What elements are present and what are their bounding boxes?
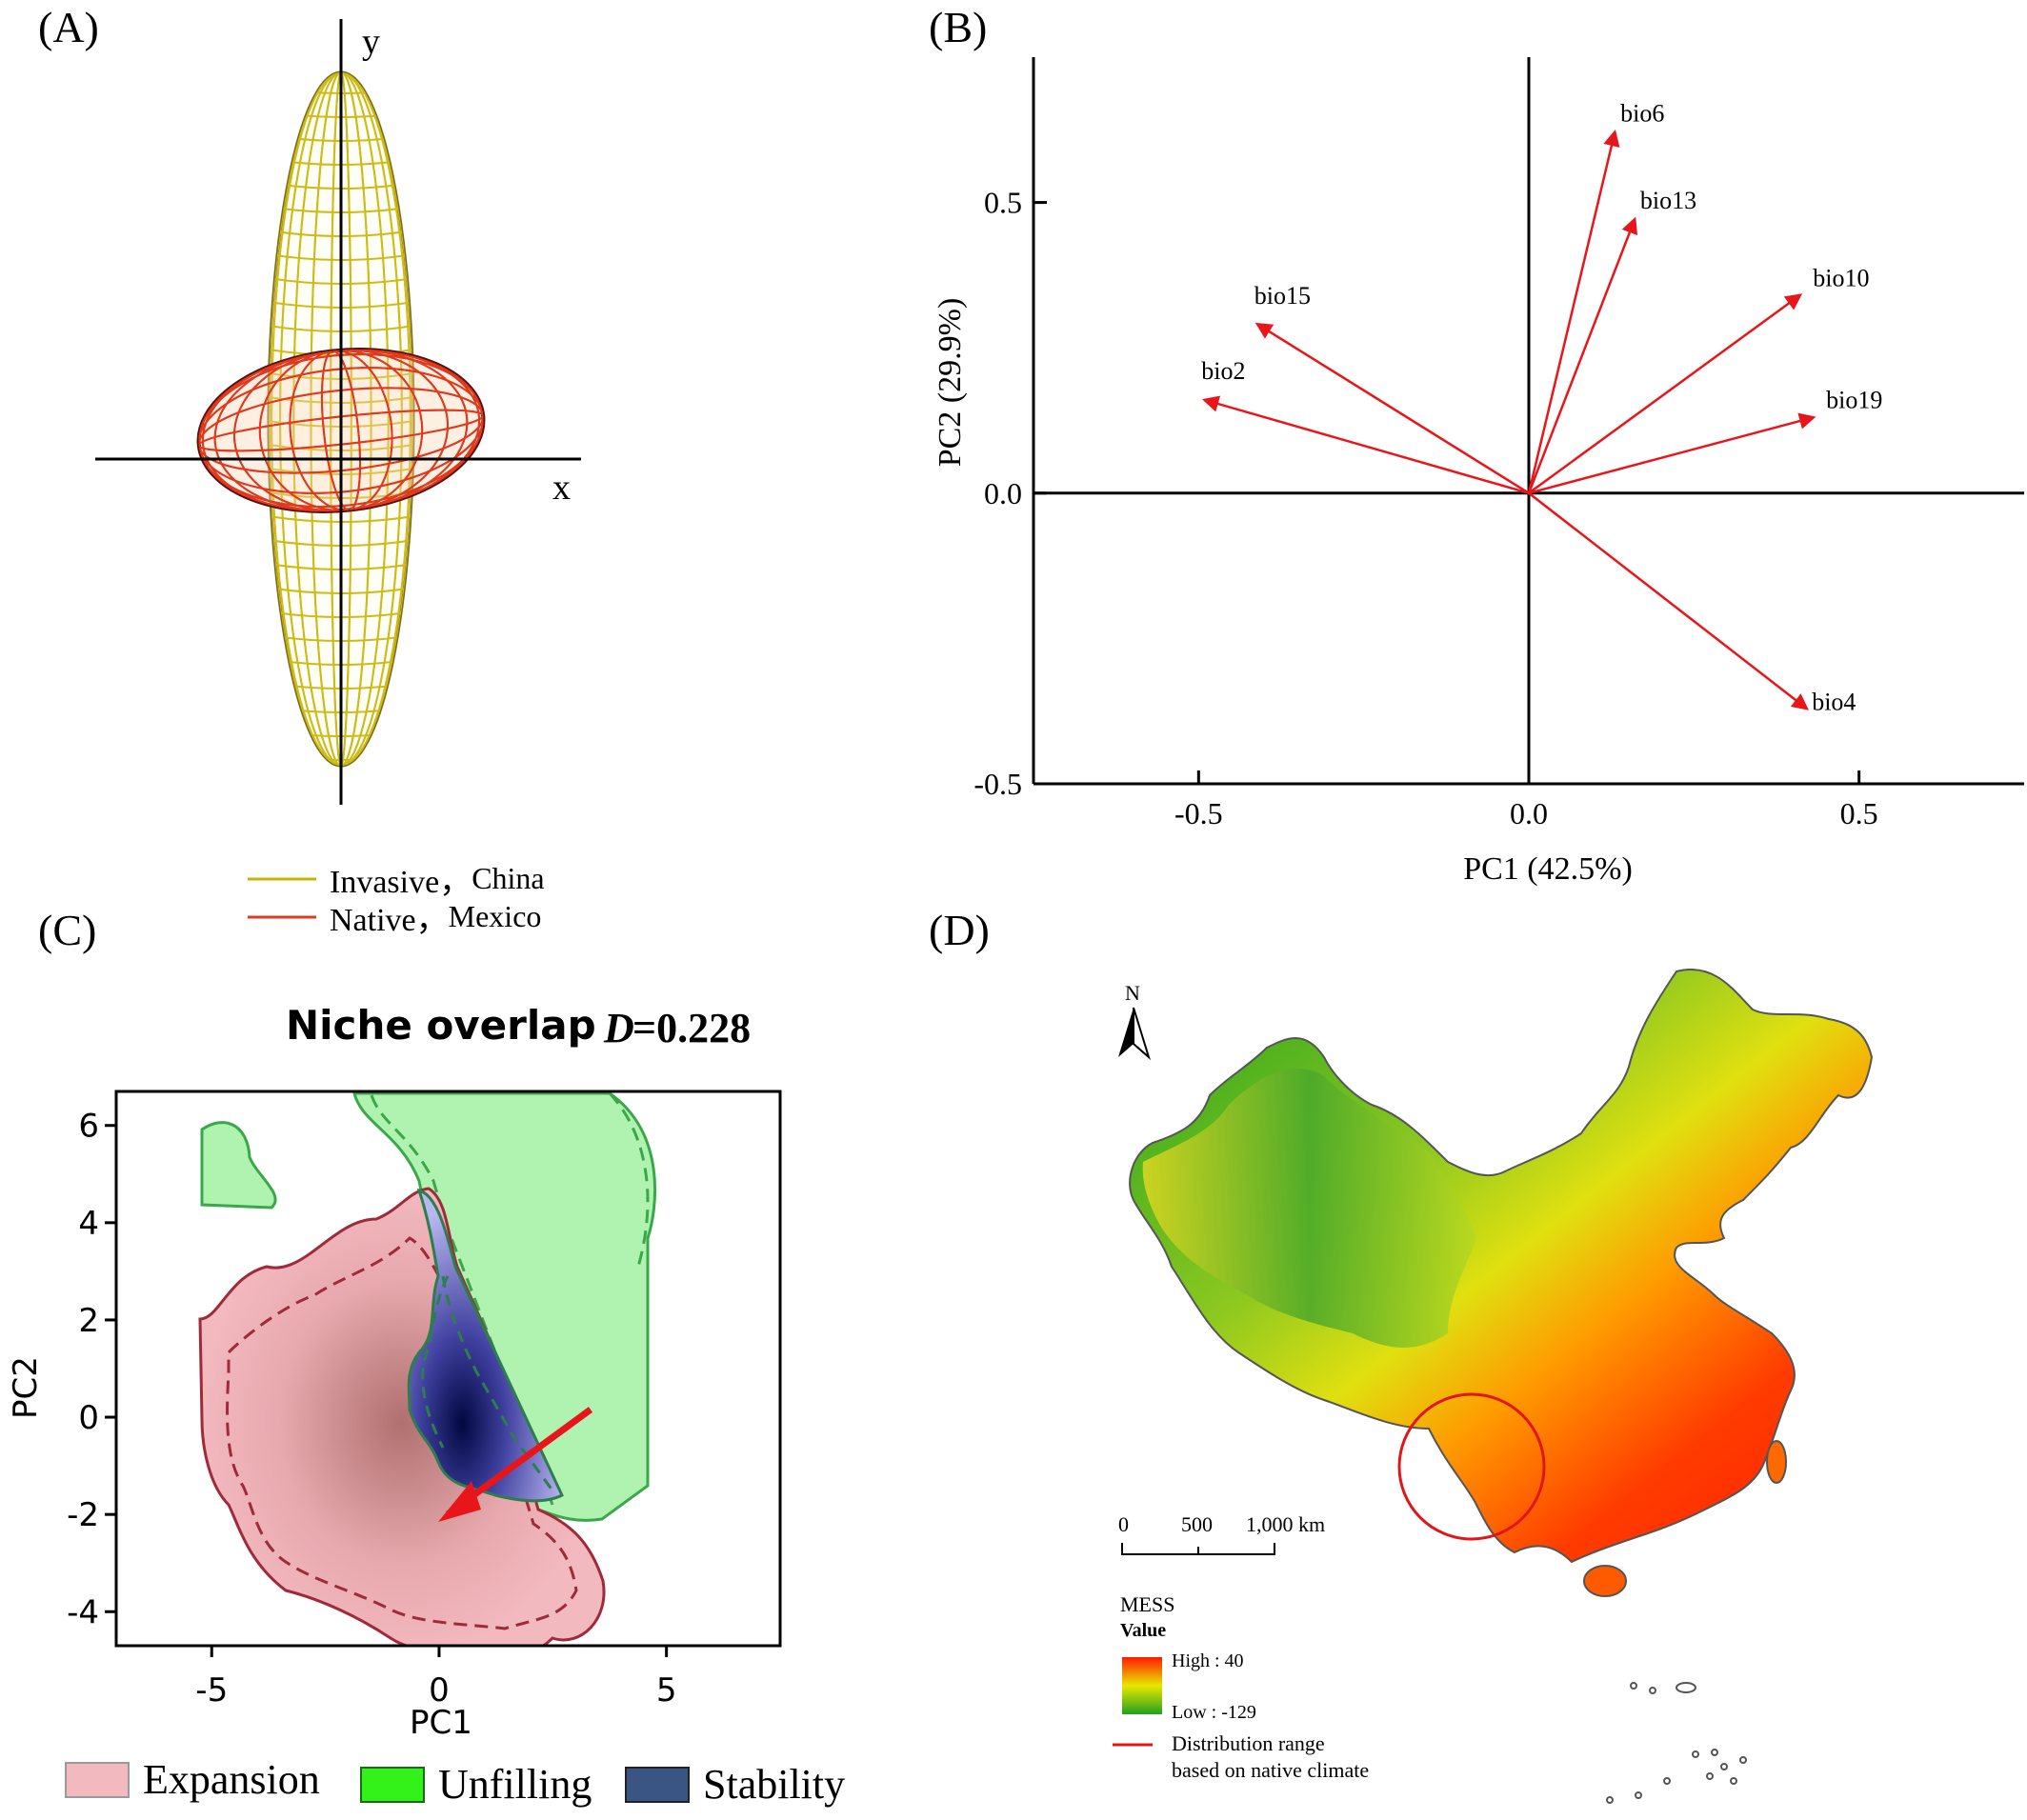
- taiwan-island: [1766, 1440, 1787, 1484]
- scalebar-line: [1121, 1543, 1275, 1555]
- c-ytick-label: -2: [67, 1496, 99, 1534]
- vector-bio15: [1254, 322, 1530, 494]
- range-legend-label-2: based on native climate: [1172, 1758, 1369, 1782]
- a-legend-native: Native， Mexico: [248, 893, 541, 940]
- a-y-label: y: [362, 22, 380, 62]
- panel-b-label: (B): [929, 3, 988, 51]
- vector-label-bio10: bio10: [1813, 264, 1869, 291]
- expansion-inner-contour: [226, 1236, 578, 1630]
- vector-bio13: [1527, 216, 1638, 494]
- b-y-label: PC2 (29.9%): [933, 298, 968, 468]
- c-xtick-label: 5: [656, 1671, 677, 1710]
- c-ytick-label: -4: [67, 1593, 99, 1631]
- expansion-swatch: [65, 1761, 130, 1798]
- distribution-range-circle: [1397, 1392, 1546, 1541]
- niche-stat-value: =0.228: [632, 1005, 751, 1051]
- stability-swatch: [625, 1766, 690, 1803]
- niche-arrow-head: [438, 1481, 481, 1522]
- a-x-label: x: [552, 468, 571, 508]
- b-ytick-label: 0.5: [984, 186, 1022, 220]
- c-xtick-label: -5: [195, 1671, 228, 1710]
- niche-stat-italic: D: [603, 1005, 634, 1051]
- native-legend-label: Native，: [330, 903, 449, 938]
- tibet-plateau: [1142, 1068, 1476, 1348]
- invasive-legend-label: Invasive，: [330, 865, 472, 900]
- north-arrow-icon: [1118, 1008, 1134, 1057]
- native-legend-line: [248, 915, 316, 918]
- niche-regions: [198, 1091, 657, 1646]
- vector-label-bio15: bio15: [1254, 282, 1311, 310]
- c-legend-stability: Stability: [625, 1760, 845, 1809]
- native-legend-sub: Mexico: [448, 899, 542, 933]
- vector-label-bio6: bio6: [1620, 99, 1664, 127]
- scalebar-0: 0: [1118, 1512, 1129, 1536]
- c-legend-unfilling: Unfilling: [360, 1760, 592, 1809]
- c-ytick-label: 4: [78, 1205, 99, 1243]
- vector-bio4: [1528, 491, 1809, 710]
- panel-a-label: (A): [38, 3, 99, 51]
- b-xtick-label: 0.0: [1510, 796, 1548, 830]
- b-ytick-label: 0.0: [984, 476, 1022, 510]
- hainan-island: [1583, 1565, 1627, 1597]
- a-legend-invasive: Invasive， China: [248, 855, 545, 902]
- mess-legend-subtitle: Value: [1120, 1620, 1166, 1641]
- vector-label-bio13: bio13: [1640, 187, 1696, 214]
- c-ytick-label: 0: [78, 1399, 99, 1437]
- scalebar-500: 500: [1181, 1512, 1213, 1536]
- north-label: N: [1125, 981, 1140, 1005]
- vector-bio2: [1201, 395, 1530, 495]
- vector-bio10: [1528, 293, 1803, 494]
- b-ytick-label: -0.5: [973, 767, 1022, 801]
- china-mess-map: N 0 500 1,000 km MESS Value High : 40 Lo…: [1113, 969, 1874, 1804]
- panel-d-label: (D): [929, 906, 990, 954]
- b-xtick-label: -0.5: [1174, 796, 1223, 830]
- pca-biplot: -0.5 0.0 0.5 -0.5 0.0 0.5 PC1 (42.5%) PC2 (29.9…: [933, 57, 2024, 887]
- unfilling-inner-contour: [370, 1094, 554, 1506]
- panel-c-label: (C): [38, 906, 97, 954]
- vector-label-bio4: bio4: [1812, 689, 1856, 716]
- vector-bio19: [1528, 412, 1816, 495]
- c-ytick-label: 2: [78, 1302, 99, 1340]
- invasive-legend-line: [248, 877, 316, 880]
- b-xtick-label: 0.5: [1840, 796, 1878, 830]
- niche-plot-frame: [114, 1090, 782, 1648]
- panel-a-ellipsoids: x y: [95, 19, 581, 805]
- c-ytick-label: 6: [78, 1108, 99, 1146]
- mess-low-label: Low : -129: [1172, 1702, 1256, 1723]
- expansion-region: [198, 1187, 606, 1646]
- vector-bio6: [1527, 129, 1620, 494]
- niche-y-label: PC2: [7, 1356, 45, 1419]
- niche-title: Niche overlap: [286, 1002, 596, 1049]
- c-legend-expansion: Expansion: [65, 1755, 320, 1804]
- stability-inner-contour: [441, 1275, 554, 1491]
- mess-high-label: High : 40: [1172, 1650, 1244, 1671]
- niche-x-label: PC1: [410, 1704, 472, 1742]
- unfilling-label: Unfilling: [438, 1761, 592, 1808]
- south-sea-islands: [1606, 1682, 1747, 1804]
- c-xtick-label: 0: [429, 1671, 450, 1710]
- vector-label-bio19: bio19: [1826, 386, 1882, 413]
- expansion-label: Expansion: [143, 1756, 320, 1803]
- scalebar-1000: 1,000 km: [1246, 1512, 1325, 1536]
- vector-label-bio2: bio2: [1201, 357, 1245, 385]
- invasive-legend-sub: China: [472, 861, 545, 895]
- b-x-label: PC1 (42.5%): [1463, 851, 1633, 887]
- range-legend-label-1: Distribution range: [1172, 1731, 1325, 1755]
- unfilling-swatch: [360, 1766, 425, 1803]
- mess-legend-title: MESS: [1120, 1592, 1174, 1616]
- mess-color-ramp: [1122, 1657, 1162, 1714]
- unfilling-region-small: [200, 1121, 277, 1210]
- stability-label: Stability: [703, 1761, 846, 1808]
